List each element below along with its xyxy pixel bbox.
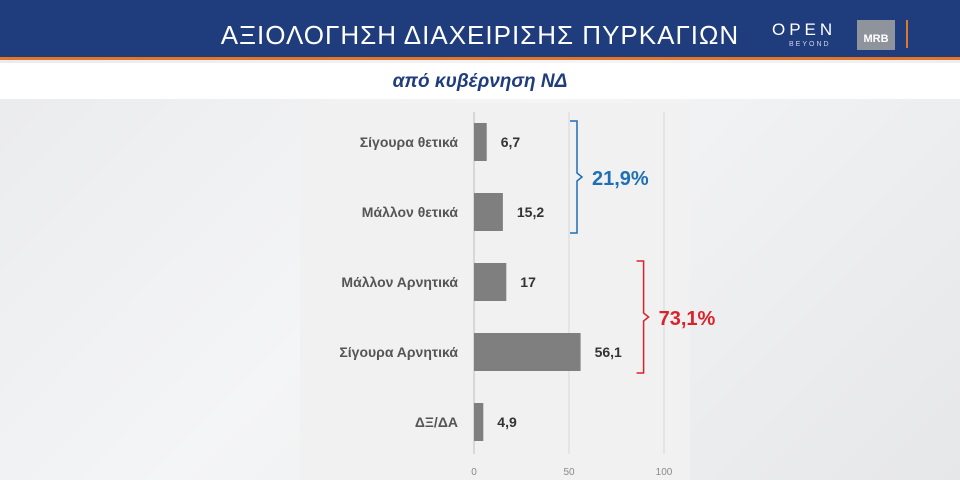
- category-label: Σίγουρα θετικά: [360, 134, 459, 150]
- x-tick-label: 50: [563, 467, 575, 478]
- category-label: Μάλλον Αρνητικά: [341, 274, 458, 290]
- page-title: ΑΞΙΟΛΟΓΗΣΗ ΔΙΑΧΕΙΡΙΣΗΣ ΠΥΡΚΑΓΙΩΝ: [220, 20, 740, 50]
- category-label: ΔΞ/ΔΑ: [415, 414, 458, 430]
- category-label: Μάλλον θετικά: [362, 204, 459, 220]
- value-label: 6,7: [501, 134, 521, 150]
- open-logo: OPEN: [772, 20, 837, 39]
- open-logo-tagline: BEYOND: [789, 41, 831, 48]
- x-tick-label: 0: [471, 467, 477, 478]
- value-label: 15,2: [517, 204, 544, 220]
- bar: [474, 333, 581, 371]
- group-total-label: 73,1%: [659, 308, 716, 330]
- value-label: 56,1: [595, 344, 622, 360]
- bar: [474, 123, 487, 161]
- chart-title: από κυβέρνηση ΝΔ: [392, 71, 568, 92]
- category-label: Σίγουρα Αρνητικά: [339, 344, 458, 360]
- bar: [474, 263, 507, 301]
- bar: [474, 193, 503, 231]
- subtitle-band: [0, 63, 960, 99]
- mrb-logo: MRB: [857, 20, 895, 50]
- logo-divider: [906, 20, 908, 48]
- group-total-label: 21,9%: [592, 168, 649, 190]
- value-label: 17: [520, 274, 536, 290]
- group-bracket: [636, 260, 650, 374]
- value-label: 4,9: [497, 414, 517, 430]
- group-bracket: [570, 120, 584, 234]
- header-bar: [0, 0, 960, 60]
- bar: [474, 403, 484, 441]
- x-tick-label: 100: [656, 467, 673, 478]
